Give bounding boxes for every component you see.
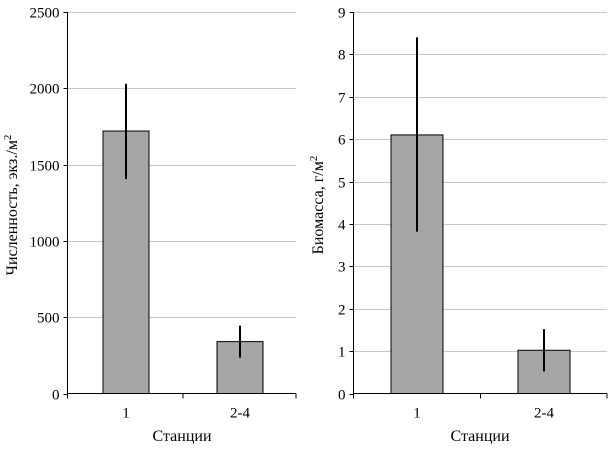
y-tick-label: 0 — [52, 388, 60, 404]
y-tick-label: 4 — [338, 218, 346, 234]
y-tick-label: 3 — [338, 260, 346, 276]
x-axis-label: Станции — [451, 428, 510, 445]
x-axis-label: Станции — [153, 428, 212, 445]
y-tick-label: 1500 — [30, 159, 60, 175]
y-tick-labels: 0 500 1000 1500 2000 2500 — [30, 6, 68, 404]
y-tick-label: 1 — [338, 345, 346, 361]
gridlines — [67, 12, 296, 318]
x-tick-labels: 1 2-4 — [67, 393, 297, 422]
y-axis-label-superscript: 2 — [308, 156, 320, 162]
y-axis-label-text: Биомасса, г/м — [310, 161, 327, 254]
x-tick-label: 2-4 — [534, 406, 554, 422]
y-tick-label: 5 — [338, 176, 346, 192]
y-tick-label: 6 — [338, 133, 346, 149]
x-tick-label: 2-4 — [230, 406, 250, 422]
y-tick-label: 8 — [338, 48, 346, 64]
y-tick-label: 2 — [338, 303, 346, 319]
x-tick-label: 1 — [122, 406, 130, 422]
y-tick-label: 2500 — [30, 6, 60, 22]
error-bars — [416, 37, 545, 372]
y-axis-label-text: Численность, экз./м — [4, 140, 21, 275]
y-tick-labels: 0 1 2 3 4 5 6 7 8 9 — [338, 6, 354, 404]
y-tick-label: 7 — [338, 91, 346, 107]
y-tick-label: 9 — [338, 6, 346, 22]
y-tick-label: 2000 — [30, 82, 60, 98]
x-tick-label: 1 — [413, 406, 421, 422]
y-tick-label: 0 — [338, 388, 346, 404]
chart-abundance: 0 500 1000 1500 2000 2500 1 2-4 Станции Числен… — [2, 6, 297, 445]
y-tick-label: 500 — [37, 311, 60, 327]
error-bars — [125, 83, 241, 358]
y-axis-label: Биомасса, г/м2 — [308, 156, 327, 255]
y-axis-label-superscript: 2 — [2, 135, 14, 141]
x-tick-labels: 1 2-4 — [353, 393, 608, 422]
y-tick-label: 1000 — [30, 235, 60, 251]
y-axis-label: Численность, экз./м2 — [2, 135, 21, 276]
